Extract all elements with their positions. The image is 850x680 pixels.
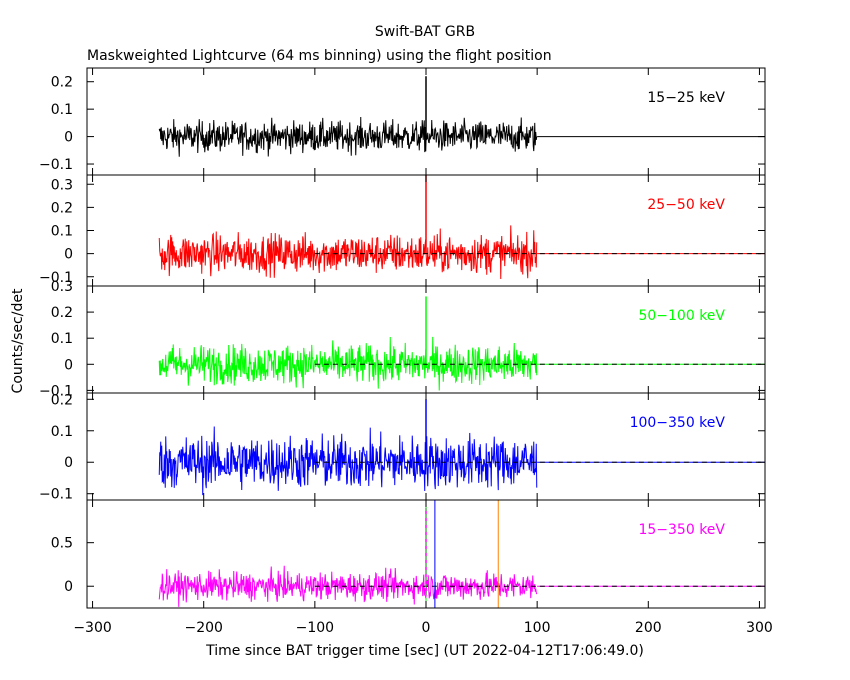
x-tick-label: 300 (746, 620, 773, 636)
panel-2: −0.1 0 0.1 0.2 0.3 25−50 keV (39, 174, 766, 287)
y-tick-label: 0 (64, 455, 73, 471)
y-tick-label: 0 (64, 579, 73, 595)
x-tick-labels: −300 −200 −100 0 100 200 300 (73, 620, 772, 636)
y-tick-label: 0.1 (51, 331, 73, 347)
lightcurve-series (158, 336, 538, 391)
y-tick-label: −0.1 (39, 383, 73, 399)
x-tick-label: −300 (73, 620, 111, 636)
panel-3: −0.1 0 0.1 0.2 0.3 50−100 keV (39, 279, 766, 399)
y-tick-label: 0.1 (51, 424, 73, 440)
x-tick-label: −200 (184, 620, 222, 636)
y-tick-label: 0 (64, 357, 73, 373)
y-tick-label: 0.3 (51, 279, 73, 295)
x-tick-label: 0 (422, 620, 431, 636)
y-tick-label: −0.1 (39, 157, 73, 173)
y-tick-label: 0.3 (51, 177, 73, 193)
y-tick-label: 0.2 (51, 305, 73, 321)
x-axis-label: Time since BAT trigger time [sec] (UT 20… (205, 643, 644, 659)
figure-subtitle: Maskweighted Lightcurve (64 ms binning) … (87, 48, 552, 64)
band-label: 50−100 keV (638, 308, 725, 324)
y-tick-label: −0.1 (39, 270, 73, 286)
panel-4: −0.1 0 0.1 0.2 100−350 keV (39, 392, 766, 503)
y-tick-label: 0.2 (51, 75, 73, 91)
x-tick-label: −100 (296, 620, 334, 636)
lightcurve-series (158, 225, 538, 280)
band-label: 15−25 keV (647, 90, 725, 106)
panel-5: 0 0.5 15−350 keV (51, 499, 766, 609)
y-tick-label: 0.2 (51, 392, 73, 408)
lightcurve-series (158, 565, 538, 607)
panel-1: −0.1 0 0.1 0.2 15−25 keV (39, 67, 766, 176)
y-tick-label: 0 (64, 247, 73, 263)
y-tick-label: 0.1 (51, 224, 73, 240)
band-label: 15−350 keV (638, 522, 725, 538)
band-label: 100−350 keV (630, 415, 726, 431)
lightcurve-series (158, 426, 538, 496)
panels-group: −0.1 0 0.1 0.2 15−25 keV −0.1 0 0.1 0.2 0.3 25−50 … (39, 67, 766, 609)
x-tick-label: 100 (524, 620, 551, 636)
lightcurve-series (158, 116, 538, 157)
y-tick-label: 0.2 (51, 200, 73, 216)
y-tick-label: 0 (64, 130, 73, 146)
band-label: 25−50 keV (647, 197, 725, 213)
x-tick-label: 200 (635, 620, 662, 636)
y-axis-label: Counts/sec/det (10, 288, 26, 393)
figure-title: Swift-BAT GRB (375, 24, 475, 40)
y-tick-label: 0.5 (51, 536, 73, 552)
y-tick-label: 0.1 (51, 102, 73, 118)
y-tick-label: −0.1 (39, 487, 73, 503)
